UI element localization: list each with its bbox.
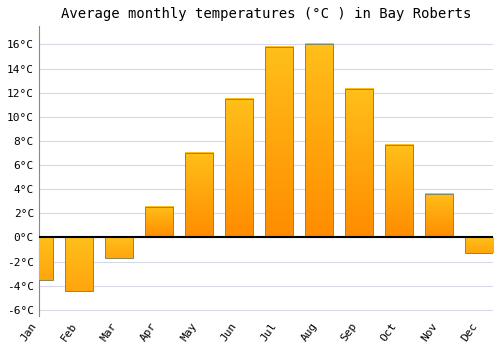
Bar — [425, 194, 453, 237]
Bar — [465, 237, 493, 253]
Bar — [105, 237, 133, 258]
Bar — [145, 207, 173, 237]
Bar — [345, 89, 373, 237]
Bar — [305, 44, 333, 237]
Title: Average monthly temperatures (°C ) in Bay Roberts: Average monthly temperatures (°C ) in Ba… — [60, 7, 471, 21]
Bar — [265, 47, 293, 237]
Bar — [25, 237, 53, 280]
Bar — [185, 153, 213, 237]
Bar — [225, 99, 253, 237]
Bar — [385, 145, 413, 237]
Bar — [65, 237, 93, 290]
